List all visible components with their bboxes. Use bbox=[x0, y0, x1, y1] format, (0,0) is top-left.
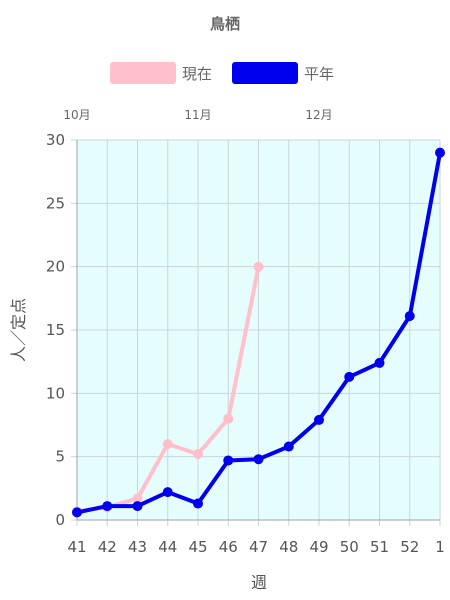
y-tick-label: 20 bbox=[46, 258, 65, 276]
x-tick-label: 47 bbox=[249, 538, 268, 556]
x-tick-label: 42 bbox=[98, 538, 117, 556]
chart-title: 鳥栖 bbox=[210, 15, 240, 33]
data-point-series-1 bbox=[72, 507, 82, 518]
y-tick-label: 5 bbox=[55, 448, 65, 466]
legend-swatch-normal bbox=[232, 62, 298, 84]
x-tick-label: 46 bbox=[219, 538, 238, 556]
x-tick-label: 44 bbox=[158, 538, 177, 556]
x-tick-label: 45 bbox=[188, 538, 207, 556]
data-point-series-1 bbox=[132, 501, 143, 512]
data-point-series-1 bbox=[102, 501, 113, 512]
x-axis-label: 週 bbox=[251, 573, 267, 592]
x-tick-label: 48 bbox=[279, 538, 298, 556]
x-tick-label: 49 bbox=[309, 538, 328, 556]
data-point-series-1 bbox=[344, 371, 355, 382]
data-point-series-0 bbox=[193, 449, 203, 460]
month-label: 11月 bbox=[184, 108, 211, 122]
x-tick-label: 1 bbox=[435, 538, 445, 556]
y-tick-label: 30 bbox=[46, 131, 65, 149]
data-point-series-1 bbox=[253, 454, 264, 465]
y-tick-label: 15 bbox=[46, 321, 65, 339]
data-point-series-1 bbox=[314, 414, 324, 425]
data-point-series-1 bbox=[283, 441, 294, 452]
legend-label-current: 現在 bbox=[182, 65, 212, 83]
legend: 現在 平年 bbox=[110, 62, 334, 84]
data-point-series-0 bbox=[162, 439, 173, 449]
x-tick-label: 52 bbox=[400, 538, 419, 556]
x-tick-label: 43 bbox=[128, 538, 147, 556]
data-point-series-1 bbox=[162, 487, 173, 498]
y-tick-label: 0 bbox=[55, 511, 65, 529]
data-point-series-1 bbox=[374, 357, 385, 368]
x-tick-label: 51 bbox=[370, 538, 389, 556]
y-axis-label: 人／定点 bbox=[9, 298, 28, 362]
data-point-series-0 bbox=[223, 413, 234, 424]
legend-swatch-current bbox=[110, 62, 176, 84]
y-tick-label: 10 bbox=[46, 384, 65, 402]
x-tick-label: 50 bbox=[340, 538, 359, 556]
x-tick-label: 41 bbox=[67, 538, 86, 556]
legend-label-normal: 平年 bbox=[304, 65, 334, 83]
month-label: 12月 bbox=[305, 108, 332, 122]
data-point-series-1 bbox=[435, 147, 445, 158]
data-point-series-1 bbox=[404, 311, 415, 322]
data-point-series-0 bbox=[253, 261, 264, 272]
plot-area: 0 5 10 15 20 25 30 41 42 43 44 45 46 47 48 49 50 51 52 1 10月… bbox=[46, 108, 445, 556]
month-label: 10月 bbox=[63, 108, 90, 122]
data-point-series-1 bbox=[223, 455, 234, 466]
y-tick-label: 25 bbox=[46, 194, 65, 212]
data-point-series-1 bbox=[193, 498, 203, 509]
